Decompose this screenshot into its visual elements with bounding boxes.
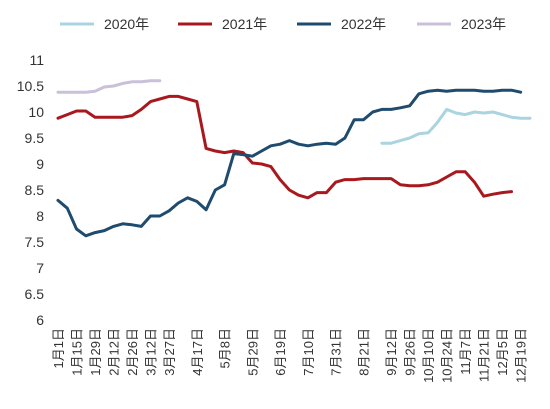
legend-label: 2020年: [104, 16, 149, 32]
y-axis: 6 6.5 7 7.5 8 8.5 9 9.5 10 10.5 11: [17, 52, 44, 328]
x-tick-label: 8月21日: [356, 328, 371, 376]
y-tick-label: 10: [28, 104, 44, 120]
x-tick-label: 11月21日: [477, 328, 492, 382]
x-tick-label: 5月29日: [245, 328, 260, 376]
y-tick-label: 6: [36, 312, 44, 328]
x-tick-label: 10月10日: [421, 328, 436, 383]
x-tick-label: 3月12日: [144, 328, 159, 376]
x-tick-label: 5月8日: [218, 328, 233, 368]
x-tick-label: 12月5日: [495, 328, 510, 376]
y-tick-label: 7.5: [25, 234, 45, 250]
x-tick-label: 7月31日: [329, 328, 344, 376]
x-tick-label: 1月15日: [70, 328, 85, 376]
x-tick-label: 1月29日: [88, 328, 103, 376]
x-axis: 1月1日 1月15日 1月29日 2月12日 2月26日 3月12日 3月27日 4月17日 5…: [51, 328, 529, 383]
x-tick-label: 1月1日: [51, 328, 66, 368]
plot-area: [56, 79, 532, 238]
y-tick-label: 9.5: [25, 130, 45, 146]
y-tick-label: 11: [29, 52, 44, 68]
y-tick-label: 7: [36, 260, 44, 276]
series-line-1: [56, 94, 513, 200]
series-line-3: [56, 79, 162, 94]
x-tick-label: 2月12日: [107, 328, 122, 376]
legend-label: 2023年: [461, 16, 506, 32]
x-tick-label: 7月10日: [301, 328, 316, 376]
x-tick-label: 9月26日: [403, 328, 418, 376]
y-tick-label: 9: [36, 156, 44, 172]
legend-label: 2022年: [341, 16, 386, 32]
x-tick-label: 12月19日: [514, 328, 529, 383]
x-tick-label: 4月17日: [190, 328, 205, 376]
x-tick-label: 6月19日: [273, 328, 288, 376]
x-tick-label: 9月12日: [384, 328, 399, 376]
x-tick-label: 11月7日: [458, 328, 473, 375]
x-tick-label: 3月27日: [162, 328, 177, 376]
y-tick-label: 6.5: [25, 286, 45, 302]
x-tick-label: 10月24日: [440, 328, 455, 383]
legend-label: 2021年: [222, 16, 267, 32]
series-line-2: [56, 88, 523, 238]
y-tick-label: 10.5: [17, 78, 44, 94]
y-tick-label: 8: [36, 208, 44, 224]
x-tick-label: 2月26日: [125, 328, 140, 376]
legend: 2020年 2021年 2022年 2023年: [60, 16, 506, 32]
series-line-0: [380, 107, 532, 145]
y-tick-label: 8.5: [25, 182, 45, 198]
